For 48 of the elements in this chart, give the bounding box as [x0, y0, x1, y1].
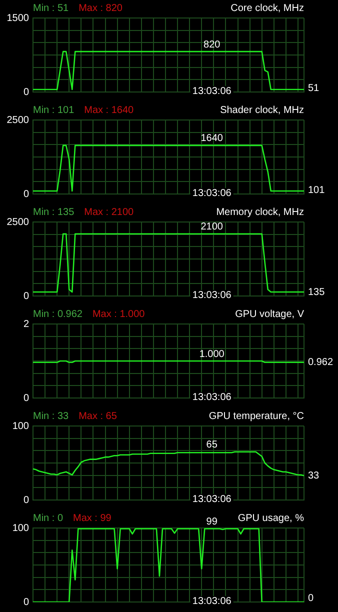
annotation: 1.000 — [199, 348, 225, 360]
annotation: 820 — [204, 39, 221, 50]
text: Max : 820 — [78, 2, 123, 14]
text: 101 — [308, 184, 326, 196]
text: Min : 0 — [33, 512, 64, 524]
text: Min : 101 — [33, 104, 75, 116]
chart-title: GPU temperature, °C — [208, 410, 304, 422]
chart-title: GPU voltage, V — [235, 308, 304, 320]
text: 0.962 — [308, 357, 334, 368]
annotation: 13:03:06 — [192, 188, 232, 199]
text: Max : 2100 — [84, 206, 134, 218]
y-tick-label: 0 — [23, 494, 30, 506]
annotation: 13:03:06 — [192, 290, 232, 301]
y-tick-label: 0 — [23, 596, 30, 608]
y-tick-label: 1500 — [6, 12, 30, 24]
annotation: 13:03:06 — [192, 596, 232, 607]
text: Min : 135 — [33, 206, 75, 218]
text: Min : 33 — [33, 410, 70, 422]
y-tick-label: 100 — [12, 522, 30, 534]
annotation: 13:03:06 — [192, 86, 232, 97]
y-tick-label: 0 — [23, 290, 30, 302]
text: Min : 51 — [33, 2, 70, 14]
annotation: 65 — [206, 440, 218, 451]
chart-title: Core clock, MHz — [230, 2, 304, 14]
y-tick-label: 0 — [23, 86, 30, 98]
y-tick-label: 2 — [23, 318, 30, 330]
annotation: 2100 — [200, 222, 224, 233]
y-tick-label: 2500 — [6, 114, 30, 126]
annotation: 13:03:06 — [192, 392, 232, 403]
text: Max : 65 — [78, 410, 118, 422]
y-tick-label: 0 — [23, 392, 30, 404]
annotation: 1640 — [200, 133, 224, 144]
annotation: 99 — [206, 516, 218, 528]
chart-title: Shader clock, MHz — [220, 104, 304, 116]
text: 51 — [308, 82, 320, 94]
annotation: 13:03:06 — [192, 494, 232, 505]
chart-title: Memory clock, MHz — [216, 206, 304, 218]
text: Max : 1640 — [84, 104, 134, 116]
text: Max : 1.000 — [92, 308, 146, 320]
y-tick-label: 100 — [12, 420, 30, 432]
y-tick-label: 0 — [23, 188, 30, 200]
text: 33 — [308, 470, 320, 482]
text: 135 — [308, 286, 326, 298]
text: Min : 0.962 — [33, 308, 83, 320]
chart-title: GPU usage, % — [238, 512, 304, 524]
text: Max : 99 — [73, 512, 112, 524]
text: 0 — [308, 592, 314, 604]
y-tick-label: 2500 — [6, 216, 30, 228]
